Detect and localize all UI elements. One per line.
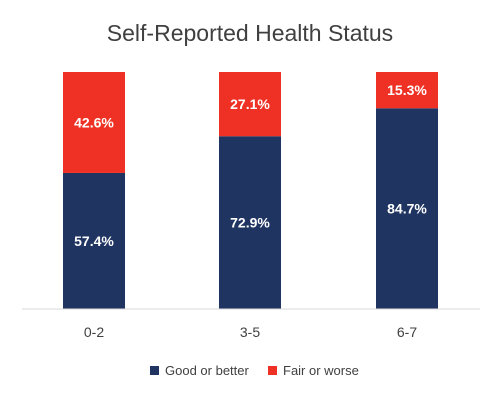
x-tick-label-0-2: 0-2 xyxy=(84,324,104,340)
bar-good-3-5 xyxy=(219,136,281,309)
data-label-fair-0-2: 42.6% xyxy=(74,114,114,130)
x-tick-label-3-5: 3-5 xyxy=(240,324,260,340)
legend-item-good: Good or better xyxy=(150,363,249,378)
bar-good-6-7 xyxy=(376,108,438,309)
chart-title: Self-Reported Health Status xyxy=(107,20,393,46)
data-label-fair-3-5: 27.1% xyxy=(230,96,270,112)
bar-fair-6-7 xyxy=(376,72,438,109)
legend: Good or better Fair or worse xyxy=(150,363,359,378)
bars-layer: 57.4% 42.6% 72.9% 27.1% 84.7% 15.3% xyxy=(63,72,438,309)
data-label-good-3-5: 72.9% xyxy=(230,215,270,231)
x-tick-label-6-7: 6-7 xyxy=(397,324,417,340)
legend-label-fair: Fair or worse xyxy=(283,363,359,378)
bar-fair-3-5 xyxy=(219,72,281,137)
legend-label-good: Good or better xyxy=(165,363,249,378)
bar-good-0-2 xyxy=(63,172,125,309)
bar-fair-0-2 xyxy=(63,72,125,173)
legend-swatch-fair xyxy=(268,366,277,375)
legend-swatch-good xyxy=(150,366,159,375)
data-label-good-6-7: 84.7% xyxy=(387,201,427,217)
data-label-good-0-2: 57.4% xyxy=(74,233,114,249)
x-tick-labels: 0-2 3-5 6-7 xyxy=(84,324,417,340)
data-label-fair-6-7: 15.3% xyxy=(387,82,427,98)
legend-item-fair: Fair or worse xyxy=(268,363,359,378)
